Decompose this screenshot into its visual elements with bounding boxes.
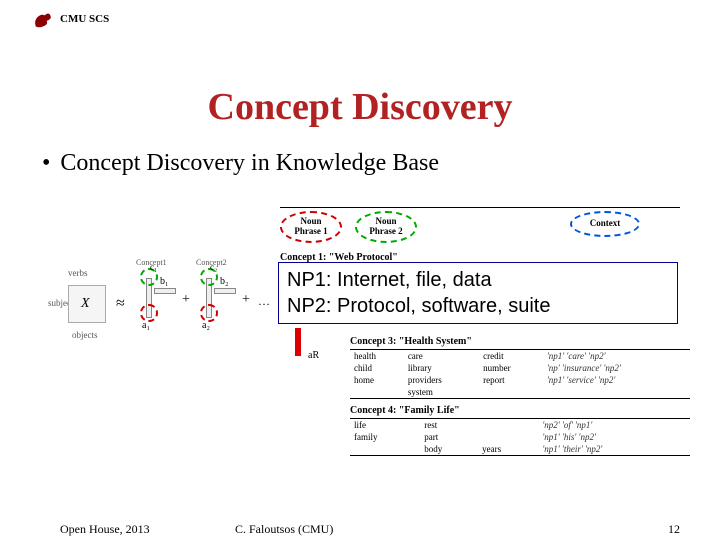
tensor-x: X bbox=[81, 296, 90, 312]
axis-verbs: verbs bbox=[68, 268, 88, 278]
bullet-icon: • bbox=[42, 150, 50, 177]
red-bar bbox=[295, 328, 301, 356]
table-row: bodyyears'np1' 'their' 'np2' bbox=[350, 443, 690, 456]
concept4-table: liferest'np2' 'of' 'np1' familypart'np1'… bbox=[350, 418, 690, 456]
concept4-title: Concept 4: "Family Life" bbox=[350, 405, 690, 416]
plus1: + bbox=[182, 292, 190, 308]
concept3-table: healthcarecredit'np1' 'care' 'np2' child… bbox=[350, 349, 690, 399]
c2txt: c₂ bbox=[210, 262, 217, 272]
tensor-cube: X bbox=[68, 285, 106, 323]
a1-label: a₁ bbox=[142, 320, 150, 331]
dots: … bbox=[258, 294, 270, 309]
info-line2: NP2: Protocol, software, suite bbox=[287, 293, 669, 319]
b1-label: b₁ bbox=[160, 276, 169, 287]
oval-context: Context bbox=[570, 211, 640, 237]
slide-title: Concept Discovery bbox=[0, 85, 720, 129]
table-row: homeprovidersreport'np1' 'service' 'np2' bbox=[350, 374, 690, 386]
vec-b1 bbox=[154, 288, 176, 294]
footer-right: 12 bbox=[668, 522, 680, 537]
table-row: childlibrarynumber'np' 'insurance' 'np2' bbox=[350, 362, 690, 374]
bullet-text: • Concept Discovery in Knowledge Base bbox=[42, 150, 439, 177]
footer-left: Open House, 2013 bbox=[60, 522, 150, 537]
concept-tables: Concept 3: "Health System" healthcarecre… bbox=[350, 330, 690, 456]
info-box: NP1: Internet, file, data NP2: Protocol,… bbox=[278, 262, 678, 324]
diagram-ovals: Noun Phrase 1 Noun Phrase 2 Context bbox=[280, 205, 680, 255]
vec-b2 bbox=[214, 288, 236, 294]
tensor-decomp: verbs subjects objects X ≈ Concept1 a₁ b… bbox=[50, 270, 280, 350]
table-row: liferest'np2' 'of' 'np1' bbox=[350, 419, 690, 432]
cmu-logo-icon bbox=[32, 8, 54, 30]
aR-label: aR bbox=[308, 350, 319, 361]
footer-center: C. Faloutsos (CMU) bbox=[235, 522, 333, 537]
oval-ctx-l1: Context bbox=[590, 219, 621, 229]
b2-label: b₂ bbox=[220, 276, 229, 287]
header-text: CMU SCS bbox=[60, 13, 109, 25]
header: CMU SCS bbox=[32, 8, 109, 30]
table-row: healthcarecredit'np1' 'care' 'np2' bbox=[350, 350, 690, 363]
c1txt: c₁ bbox=[150, 262, 157, 272]
oval-np2: Noun Phrase 2 bbox=[355, 211, 417, 243]
bullet-label: Concept Discovery in Knowledge Base bbox=[60, 150, 439, 176]
table-row: system bbox=[350, 386, 690, 399]
concept3-title: Concept 3: "Health System" bbox=[350, 336, 690, 347]
oval-np1-l2: Phrase 1 bbox=[294, 227, 327, 237]
axis-objects: objects bbox=[72, 330, 98, 340]
oval-np2-l2: Phrase 2 bbox=[369, 227, 402, 237]
table-row: familypart'np1' 'his' 'np2' bbox=[350, 431, 690, 443]
info-line1: NP1: Internet, file, data bbox=[287, 267, 669, 293]
oval-np1: Noun Phrase 1 bbox=[280, 211, 342, 243]
a2-label: a₂ bbox=[202, 320, 210, 331]
approx-sign: ≈ bbox=[116, 295, 125, 313]
plus2: + bbox=[242, 292, 250, 308]
